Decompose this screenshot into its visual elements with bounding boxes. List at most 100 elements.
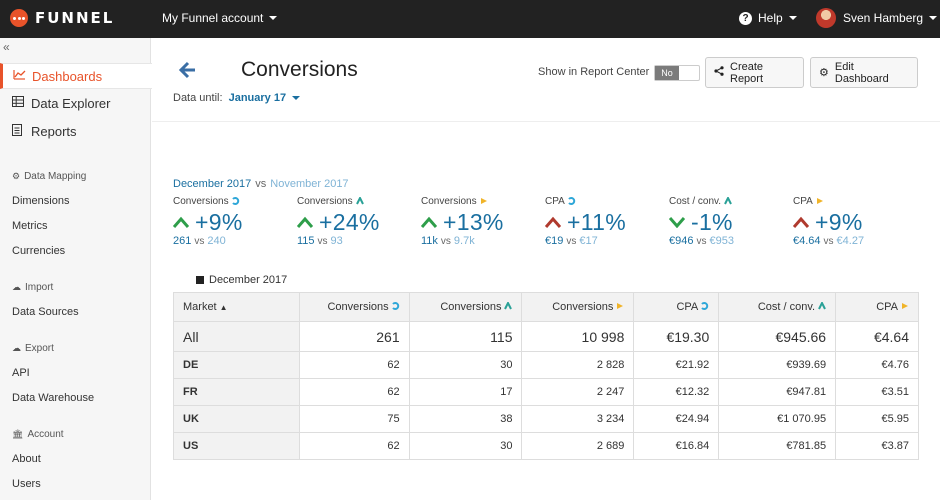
column-header[interactable]: Conversions bbox=[521, 292, 635, 322]
value-cell: €4.64 bbox=[835, 321, 919, 352]
data-until-date-picker[interactable]: January 17 bbox=[229, 92, 301, 104]
value-cell: 75 bbox=[298, 405, 410, 433]
user-menu[interactable]: Sven Hamberg bbox=[816, 8, 938, 28]
legend-swatch bbox=[196, 276, 204, 284]
data-table: Market ▲ Conversions Conversions Conversions… bbox=[173, 292, 919, 460]
value-cell: 2 828 bbox=[521, 351, 635, 379]
metric-card: Conversions +13% 11k vs 9.7k bbox=[421, 196, 541, 247]
chevron-down-icon bbox=[269, 16, 278, 20]
sidebar: « Dashboards Data Explorer Reports ⚙ Dat… bbox=[0, 38, 152, 500]
value-cell: €12.32 bbox=[633, 378, 720, 406]
gear-icon: ⚙ bbox=[12, 171, 21, 181]
share-icon bbox=[714, 66, 724, 79]
gear-icon: ⚙ bbox=[819, 67, 829, 79]
sidebar-item-api[interactable]: API bbox=[12, 367, 30, 379]
sidebar-item-about[interactable]: About bbox=[12, 453, 41, 465]
metric-delta: +9% bbox=[793, 209, 913, 235]
metric-delta-value: +11% bbox=[567, 208, 626, 235]
edit-dashboard-button[interactable]: ⚙ Edit Dashboard bbox=[810, 57, 918, 88]
cloud-icon: ☁ bbox=[12, 343, 21, 353]
series-marker-icon bbox=[355, 195, 364, 207]
metric-label: CPA bbox=[793, 196, 913, 207]
show-in-report-center-toggle[interactable]: No bbox=[654, 65, 700, 81]
value-cell: €21.92 bbox=[633, 351, 720, 379]
series-marker-icon bbox=[616, 302, 624, 312]
metric-delta: +9% bbox=[173, 209, 293, 235]
sidebar-item-data-explorer[interactable]: Data Explorer bbox=[0, 90, 151, 116]
metric-comparison: 115 vs 93 bbox=[297, 235, 343, 247]
column-header[interactable]: Cost / conv. bbox=[718, 292, 837, 322]
column-header[interactable]: CPA bbox=[633, 292, 720, 322]
metric-delta: +24% bbox=[297, 209, 417, 235]
value-cell: €4.76 bbox=[835, 351, 919, 379]
metric-current: €19 bbox=[545, 235, 564, 247]
market-column-header[interactable]: Market ▲ bbox=[173, 292, 300, 322]
metric-current: 11k bbox=[421, 235, 438, 247]
series-marker-icon bbox=[818, 300, 826, 312]
section-title-account: 🏛 Account bbox=[12, 429, 64, 440]
value-cell: €945.66 bbox=[718, 321, 837, 352]
value-cell: €24.94 bbox=[633, 405, 720, 433]
metric-comparison: 11k vs 9.7k bbox=[421, 235, 475, 247]
value-cell: 2 247 bbox=[521, 378, 635, 406]
value-cell: €781.85 bbox=[718, 432, 837, 460]
metric-delta-value: +24% bbox=[319, 208, 380, 235]
value-cell: 261 bbox=[298, 321, 410, 352]
metric-previous: 93 bbox=[330, 235, 343, 247]
sidebar-item-data-warehouse[interactable]: Data Warehouse bbox=[12, 392, 95, 404]
funnel-logo[interactable]: FUNNEL bbox=[10, 9, 114, 27]
metric-current: €946 bbox=[669, 235, 694, 247]
back-arrow-icon[interactable] bbox=[178, 60, 198, 80]
current-period: December 2017 bbox=[173, 178, 252, 190]
value-cell: €5.95 bbox=[835, 405, 919, 433]
table-header-row: Market ▲ Conversions Conversions Conversions… bbox=[173, 292, 919, 322]
market-cell: All bbox=[173, 321, 300, 352]
value-cell: €3.87 bbox=[835, 432, 919, 460]
sidebar-item-dimensions[interactable]: Dimensions bbox=[12, 195, 70, 207]
chevron-down-icon bbox=[788, 16, 797, 20]
funnel-logo-icon bbox=[10, 9, 28, 27]
data-until: Data until: January 17 bbox=[173, 92, 301, 104]
sidebar-item-reports[interactable]: Reports bbox=[0, 118, 151, 144]
sidebar-item-data-sources[interactable]: Data Sources bbox=[12, 306, 79, 318]
help-menu[interactable]: ? Help bbox=[739, 11, 797, 25]
value-cell: 115 bbox=[408, 321, 523, 352]
sidebar-item-dashboards[interactable]: Dashboards bbox=[0, 63, 152, 89]
sidebar-item-users[interactable]: Users bbox=[12, 478, 41, 490]
collapse-sidebar-icon[interactable]: « bbox=[3, 40, 10, 54]
metric-previous: €4.27 bbox=[836, 235, 865, 247]
chevron-down-icon bbox=[929, 16, 938, 20]
metric-label: CPA bbox=[545, 196, 665, 207]
sidebar-item-label: Reports bbox=[31, 123, 77, 139]
table-body: All 261 115 10 998 €19.30 €945.66 €4.64 DE 62 30 2… bbox=[173, 321, 919, 460]
table-icon bbox=[12, 96, 26, 110]
value-cell: 30 bbox=[408, 351, 523, 379]
metric-label: Conversions bbox=[421, 196, 541, 207]
sidebar-item-metrics[interactable]: Metrics bbox=[12, 220, 48, 232]
market-cell: DE bbox=[173, 351, 300, 379]
account-switcher[interactable]: My Funnel account bbox=[162, 11, 278, 25]
metric-comparison: 261 vs 240 bbox=[173, 235, 226, 247]
arrow-up-icon bbox=[545, 216, 561, 228]
sidebar-item-currencies[interactable]: Currencies bbox=[12, 245, 66, 257]
series-marker-icon bbox=[816, 197, 824, 207]
column-header[interactable]: CPA bbox=[835, 292, 919, 322]
arrow-up-icon bbox=[793, 216, 809, 228]
arrow-up-icon bbox=[173, 216, 189, 228]
create-report-button[interactable]: Create Report bbox=[705, 57, 804, 88]
metric-current: €4.64 bbox=[793, 235, 821, 247]
value-cell: 62 bbox=[298, 432, 410, 460]
metric-card: Conversions +24% 115 vs 93 bbox=[297, 195, 417, 247]
metric-current: 115 bbox=[297, 235, 315, 247]
value-cell: €16.84 bbox=[633, 432, 720, 460]
metric-previous: €17 bbox=[579, 235, 598, 247]
market-cell: FR bbox=[173, 378, 300, 406]
table-row: FR 62 17 2 247 €12.32 €947.81 €3.51 bbox=[173, 378, 919, 406]
table-row: US 62 30 2 689 €16.84 €781.85 €3.87 bbox=[173, 432, 919, 460]
toggle-value: No bbox=[655, 66, 679, 80]
metric-delta-value: +13% bbox=[443, 208, 504, 235]
series-marker-icon bbox=[504, 300, 513, 312]
metric-card: Cost / conv. -1% €946 vs €953 bbox=[669, 195, 789, 247]
column-header[interactable]: Conversions bbox=[298, 292, 410, 322]
column-header[interactable]: Conversions bbox=[408, 292, 523, 322]
